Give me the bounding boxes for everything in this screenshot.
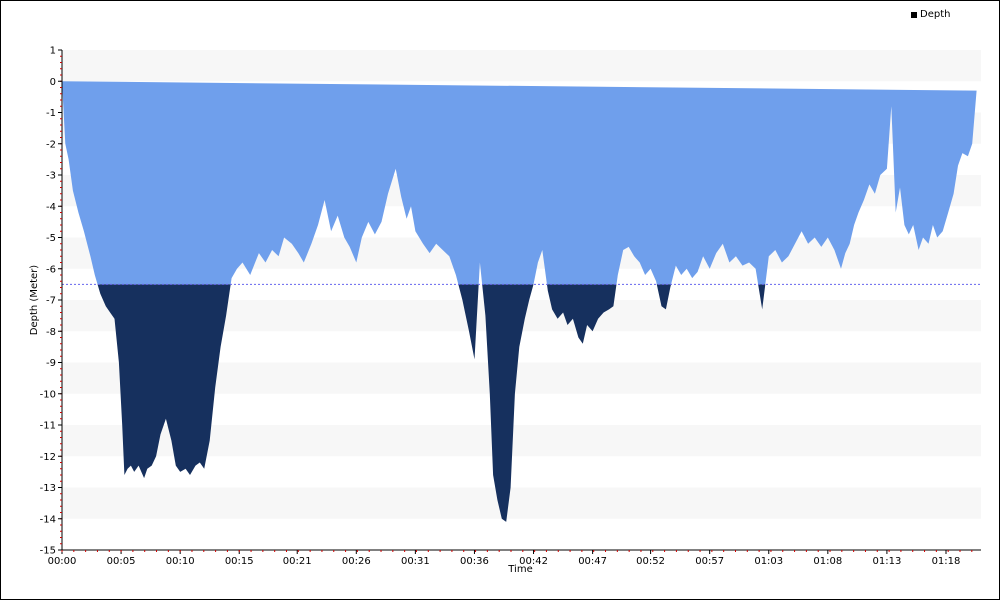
grid-band	[62, 50, 981, 82]
grid-band	[62, 487, 981, 519]
x-tick-label: 00:31	[401, 556, 430, 567]
y-tick-label: -5	[46, 233, 56, 244]
x-tick-label: 00:05	[107, 556, 136, 567]
x-tick-label: 00:52	[636, 556, 665, 567]
y-tick-label: -3	[46, 171, 56, 182]
x-tick-label: 00:26	[342, 556, 371, 567]
y-tick-label: -9	[46, 358, 56, 369]
y-tick-label: -6	[46, 264, 56, 275]
x-tick-label: 00:15	[225, 556, 254, 567]
y-tick-label: -1	[46, 108, 56, 119]
y-tick-label: -8	[46, 327, 56, 338]
depth-area-shallow	[62, 81, 977, 285]
y-tick-label: -14	[40, 514, 56, 525]
x-tick-label: 00:42	[519, 556, 548, 567]
y-tick-label: -2	[46, 139, 56, 150]
x-tick-label: 00:21	[283, 556, 312, 567]
y-tick-label: -4	[46, 202, 56, 213]
y-tick-label: -11	[40, 421, 56, 432]
legend: Depth	[911, 9, 950, 20]
grid-band	[62, 425, 981, 457]
x-tick-label: 01:03	[754, 556, 783, 567]
y-axis-title: Depth (Meter)	[29, 265, 40, 336]
x-tick-label: 00:10	[166, 556, 195, 567]
x-tick-label: 01:08	[813, 556, 842, 567]
depth-area-deep	[97, 284, 766, 522]
x-tick-label: 01:13	[872, 556, 901, 567]
axes: 10-1-2-3-4-5-6-7-8-9-10-11-12-13-14-1500…	[40, 46, 981, 567]
y-tick-label: -15	[40, 546, 56, 557]
plot-area	[62, 81, 981, 522]
y-tick-label: -13	[40, 483, 56, 494]
y-tick-label: -10	[40, 389, 56, 400]
x-tick-label: 01:18	[932, 556, 961, 567]
y-tick-label: -7	[46, 296, 56, 307]
x-tick-label: 00:57	[695, 556, 724, 567]
y-tick-label: 0	[50, 77, 56, 88]
legend-label: Depth	[920, 9, 951, 20]
x-tick-label: 00:00	[48, 556, 77, 567]
x-tick-label: 00:36	[460, 556, 489, 567]
x-axis-title: Time	[507, 564, 532, 575]
x-tick-label: 00:47	[578, 556, 607, 567]
y-tick-label: 1	[50, 46, 56, 57]
y-tick-label: -12	[40, 452, 56, 463]
legend-swatch	[911, 11, 917, 18]
